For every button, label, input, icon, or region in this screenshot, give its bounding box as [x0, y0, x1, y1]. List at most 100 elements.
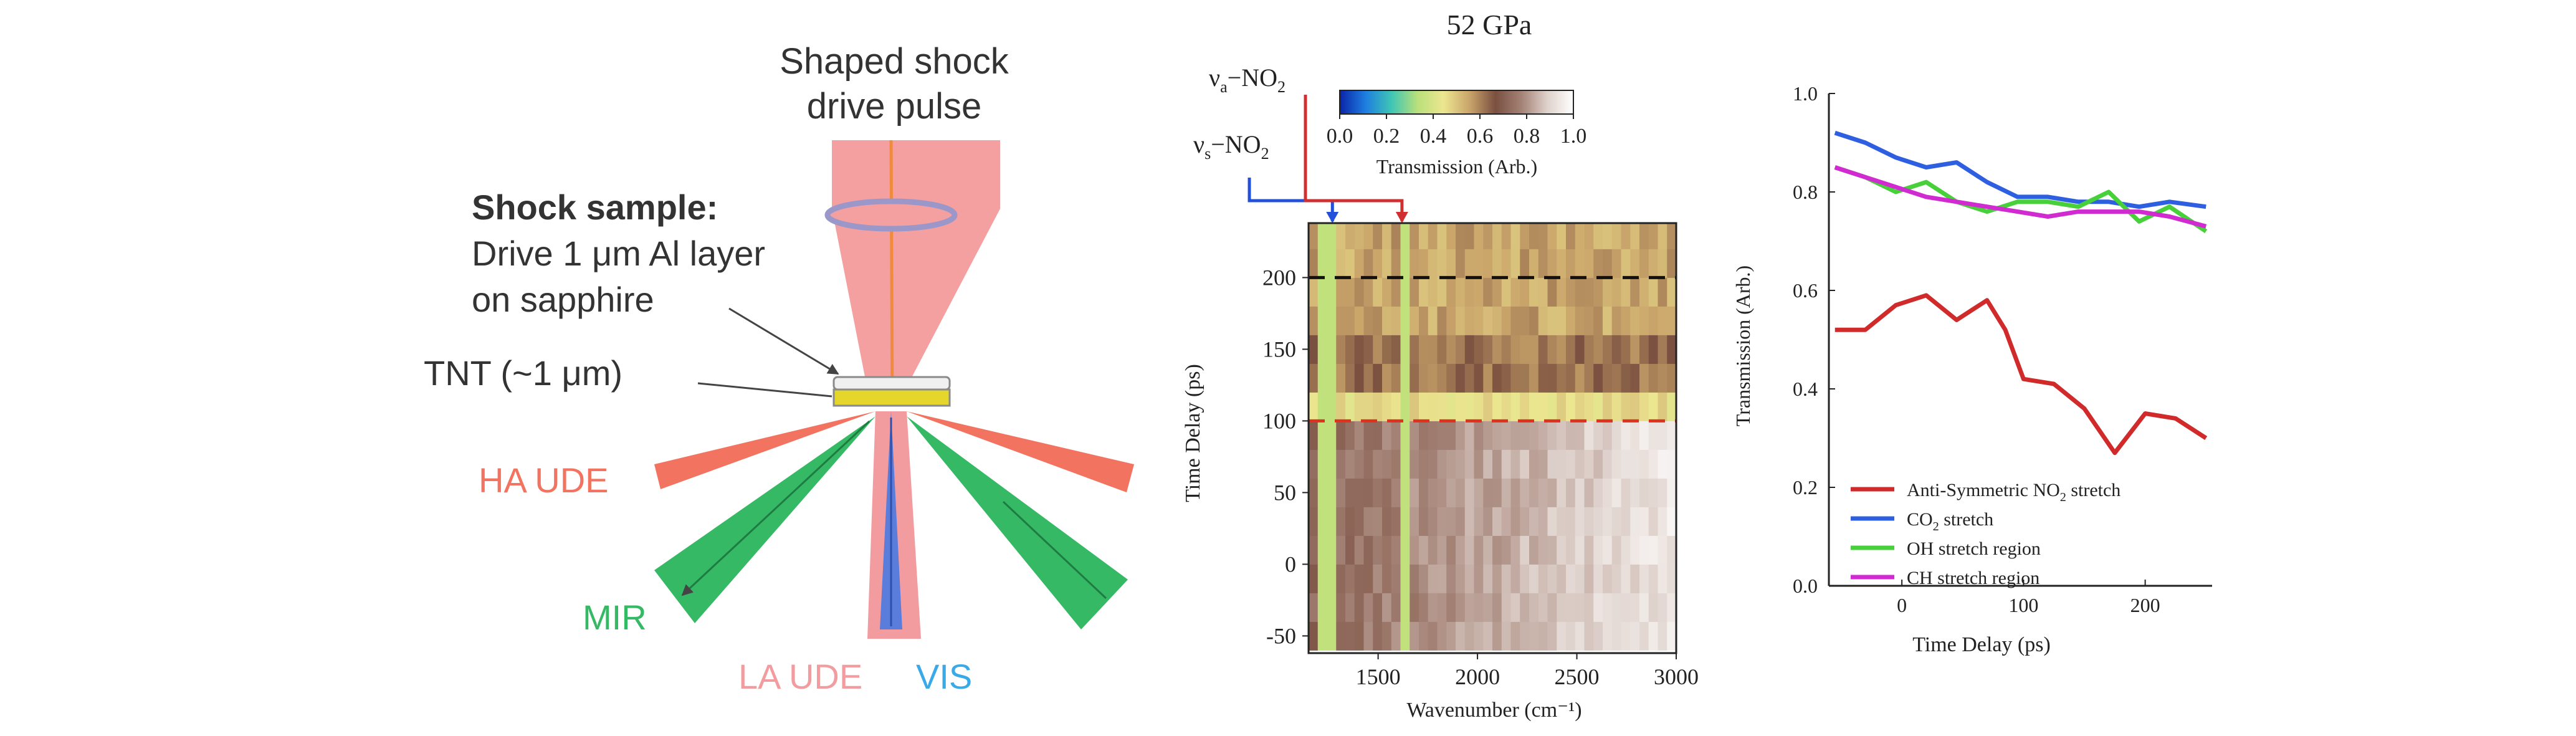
- heatmap-cell: [1501, 306, 1511, 335]
- heatmap-cell: [1557, 223, 1567, 249]
- heatmap-cell: [1382, 306, 1392, 335]
- heatmap-cell: [1464, 507, 1474, 536]
- heatmap-cell: [1520, 392, 1530, 421]
- heatmap-cell: [1557, 507, 1567, 536]
- heatmap-cell: [1419, 621, 1429, 651]
- heatmap-cell: [1557, 306, 1567, 335]
- heatmap-cell: [1529, 478, 1539, 507]
- heatmap-cell: [1317, 507, 1327, 536]
- heatmap-cell: [1428, 249, 1438, 278]
- heatmap-cell: [1520, 564, 1530, 593]
- heatmap-cell: [1474, 449, 1484, 479]
- heatmap-cell: [1547, 564, 1557, 593]
- heatmap-cell: [1410, 593, 1419, 622]
- legend-label-main: Anti-Symmetric NO: [1907, 480, 2060, 500]
- line-axes: 0.0 0.2 0.4 0.6 0.8 1.0 0 100 200: [1793, 82, 2212, 616]
- heatmap-cell: [1327, 223, 1337, 249]
- heatmap-cell: [1354, 421, 1364, 450]
- heatmap-cell: [1483, 593, 1493, 622]
- heatmap-cell: [1584, 478, 1594, 507]
- heatmap-cell: [1456, 478, 1466, 507]
- heatmap-cell: [1557, 593, 1567, 622]
- heatmap-cell: [1419, 421, 1429, 450]
- heatmap-cell: [1483, 306, 1493, 335]
- heatmap-cell: [1575, 621, 1585, 651]
- heatmap-cell: [1603, 478, 1613, 507]
- heatmap-cell: [1501, 421, 1511, 450]
- heatmap-cell: [1611, 449, 1621, 479]
- heatmap-cell: [1391, 335, 1401, 364]
- heatmap-cell: [1400, 621, 1410, 651]
- mir-ray-left: [681, 420, 871, 596]
- heatmap-title: 52 GPa: [1447, 9, 1532, 41]
- va-tail: −NO: [1228, 64, 1277, 92]
- heatmap-cell: [1327, 564, 1337, 593]
- heatmap-cell: [1584, 449, 1594, 479]
- heatmap-cell: [1510, 593, 1520, 622]
- heatmap-cell: [1363, 421, 1373, 450]
- heatmap-cell: [1648, 392, 1658, 421]
- heatmap-cell: [1483, 535, 1493, 565]
- heatmap-cell: [1566, 277, 1576, 307]
- heatmap-cell: [1648, 421, 1658, 450]
- heatmap-cell: [1363, 507, 1373, 536]
- heatmap-cell: [1547, 306, 1557, 335]
- heatmap-cell: [1547, 363, 1557, 393]
- heatmap-cell: [1667, 249, 1677, 278]
- heatmap-cell: [1557, 421, 1567, 450]
- heatmap-cell: [1557, 335, 1567, 364]
- heatmap-cell: [1667, 449, 1677, 479]
- heatmap-cell: [1639, 363, 1649, 393]
- heatmap-cell: [1382, 449, 1392, 479]
- heatmap-cell: [1419, 564, 1429, 593]
- heatmap-cell: [1575, 535, 1585, 565]
- heatmap-cell: [1464, 421, 1474, 450]
- heatmap-cell: [1410, 277, 1419, 307]
- heatmap-cell: [1603, 277, 1613, 307]
- heatmap-cell: [1428, 392, 1438, 421]
- legend-label: CO2 stretch: [1907, 509, 1993, 533]
- heatmap-cell: [1566, 507, 1576, 536]
- heatmap-cell: [1611, 277, 1621, 307]
- heatmap-cell: [1492, 564, 1502, 593]
- heatmap-cell: [1474, 535, 1484, 565]
- heatmap-cell: [1566, 421, 1576, 450]
- x-tick-label: 3000: [1654, 664, 1699, 689]
- heatmap-cell: [1327, 535, 1337, 565]
- heatmap-cell: [1437, 621, 1447, 651]
- heatmap-cell: [1363, 363, 1373, 393]
- heatmap-cell: [1382, 363, 1392, 393]
- heatmap-cell: [1336, 363, 1346, 393]
- heatmap-cell: [1529, 392, 1539, 421]
- heatmap-cell: [1593, 363, 1603, 393]
- heatmap-cell: [1410, 335, 1419, 364]
- x-tick-label: 100: [2008, 594, 2038, 616]
- heatmap-cell: [1584, 507, 1594, 536]
- heatmap-cell: [1501, 478, 1511, 507]
- heatmap-cell: [1428, 223, 1438, 249]
- heatmap-cell: [1529, 363, 1539, 393]
- heatmap-cell: [1309, 363, 1319, 393]
- heatmap-cell: [1382, 621, 1392, 651]
- heatmap-cell: [1529, 277, 1539, 307]
- heatmap-cell: [1621, 564, 1631, 593]
- heatmap-cell: [1345, 507, 1355, 536]
- heatmap-cell: [1336, 335, 1346, 364]
- heatmap-cell: [1437, 564, 1447, 593]
- heatmap-cell: [1547, 535, 1557, 565]
- heatmap-cell: [1400, 449, 1410, 479]
- heatmap-cell: [1428, 306, 1438, 335]
- heatmap-cell: [1667, 564, 1677, 593]
- heatmap-cell: [1667, 593, 1677, 622]
- heatmap-cell: [1621, 507, 1631, 536]
- heatmap-cell: [1566, 306, 1576, 335]
- heatmap-cell: [1667, 507, 1677, 536]
- legend-label-main: CH stretch region: [1907, 568, 2039, 588]
- heatmap-cell: [1648, 535, 1658, 565]
- heatmap-cell: [1327, 593, 1337, 622]
- heatmap-cell: [1603, 449, 1613, 479]
- heatmap-cell: [1400, 277, 1410, 307]
- heatmap-cell: [1510, 421, 1520, 450]
- heatmap-cell: [1547, 335, 1557, 364]
- heatmap-cell: [1611, 363, 1621, 393]
